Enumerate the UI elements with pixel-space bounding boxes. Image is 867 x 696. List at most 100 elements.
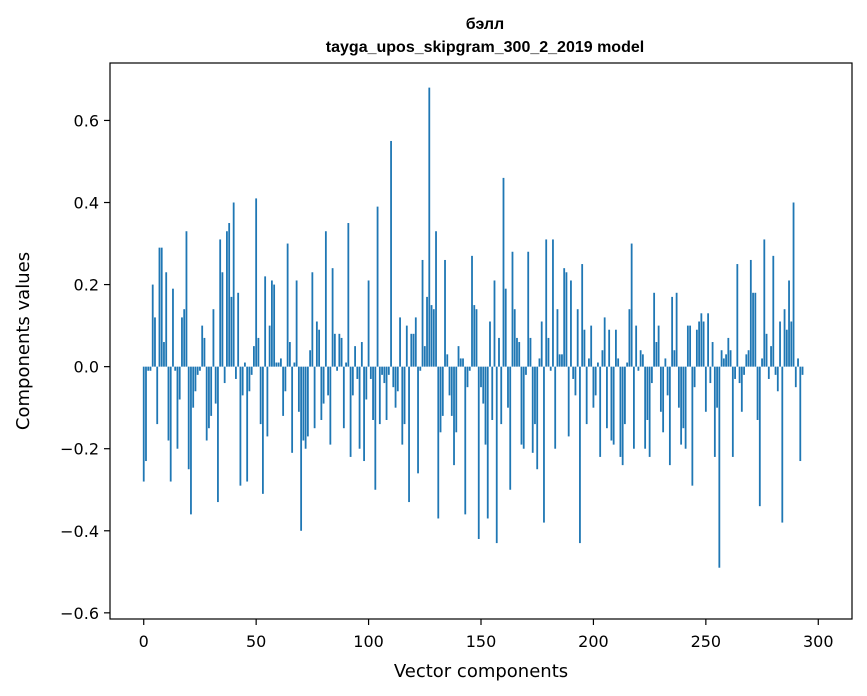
bar [779, 321, 781, 367]
bar [399, 317, 401, 367]
bar [297, 366, 300, 412]
bar [437, 366, 440, 519]
bar [288, 342, 291, 367]
bar [621, 366, 624, 466]
bar [417, 366, 419, 474]
y-tick-label: 0.0 [74, 358, 99, 377]
bar [489, 321, 491, 367]
bar [277, 362, 280, 367]
bar [603, 317, 606, 367]
bar [241, 366, 244, 396]
bar [774, 366, 777, 375]
bar [574, 366, 577, 396]
bar [149, 366, 152, 371]
y-axis-label: Components values [13, 252, 34, 430]
bar [318, 329, 321, 367]
bar [176, 366, 179, 449]
bar [794, 366, 797, 388]
y-tick-label: 0.2 [74, 276, 99, 295]
x-tick-label: 50 [246, 632, 266, 651]
bar [713, 366, 716, 457]
bar [300, 366, 303, 531]
bar [493, 280, 496, 367]
bar [253, 346, 255, 367]
bar [677, 366, 680, 408]
bar [680, 366, 683, 445]
bar [707, 313, 709, 367]
bar [226, 231, 228, 367]
bar [565, 272, 568, 367]
bar [441, 366, 444, 416]
bar [313, 366, 316, 429]
bar [145, 366, 147, 462]
bar [385, 366, 388, 420]
bar [682, 366, 685, 429]
bar [235, 366, 237, 379]
bar [547, 337, 550, 367]
bar [630, 243, 633, 367]
bar [797, 358, 799, 367]
bar [482, 366, 485, 404]
bar [210, 366, 213, 416]
bar [464, 366, 467, 515]
y-tick-label: 0.4 [74, 194, 99, 213]
bar [345, 362, 347, 367]
y-tick-label: −0.4 [60, 522, 99, 541]
bar [610, 366, 613, 441]
bar [594, 366, 597, 396]
bar [801, 366, 804, 375]
bar [799, 366, 802, 462]
bar [255, 198, 258, 367]
bar [360, 342, 363, 367]
bar [659, 366, 662, 412]
bar [581, 264, 584, 367]
bar [657, 325, 660, 367]
bar [592, 366, 595, 408]
bar [624, 366, 626, 425]
bar [430, 305, 433, 367]
bar [338, 333, 341, 367]
bar [734, 366, 736, 379]
bar [196, 366, 199, 375]
bar [412, 333, 415, 367]
bar [217, 366, 219, 503]
bar [475, 309, 478, 367]
bar [504, 288, 507, 367]
bar [671, 296, 674, 367]
bar [205, 366, 208, 441]
bar [691, 366, 694, 486]
bar [462, 358, 464, 367]
bar [378, 366, 381, 425]
bar [448, 366, 451, 396]
bar [484, 366, 487, 445]
bar [293, 362, 296, 367]
bar [500, 366, 503, 425]
bar [754, 292, 757, 367]
bar [673, 350, 676, 367]
bar [336, 366, 338, 371]
bar [349, 366, 352, 457]
bar [214, 366, 217, 404]
bar [639, 350, 642, 367]
bar [174, 366, 177, 371]
bar [329, 366, 332, 445]
bar [282, 366, 285, 416]
bar [232, 202, 235, 367]
bar [693, 366, 696, 388]
bar [498, 337, 500, 367]
bar [486, 366, 489, 519]
bar [421, 259, 424, 367]
chart-subtitle: tayga_upos_skipgram_300_2_2019 model [326, 39, 644, 56]
bar [633, 366, 635, 449]
bar [446, 354, 449, 367]
bar [770, 346, 772, 367]
bar [315, 321, 318, 367]
bar [536, 366, 539, 470]
bar [358, 366, 361, 449]
bar [151, 284, 154, 367]
bar [351, 366, 354, 396]
bar [686, 325, 689, 367]
bar [531, 366, 534, 453]
bar [239, 366, 242, 486]
bar [513, 309, 516, 367]
